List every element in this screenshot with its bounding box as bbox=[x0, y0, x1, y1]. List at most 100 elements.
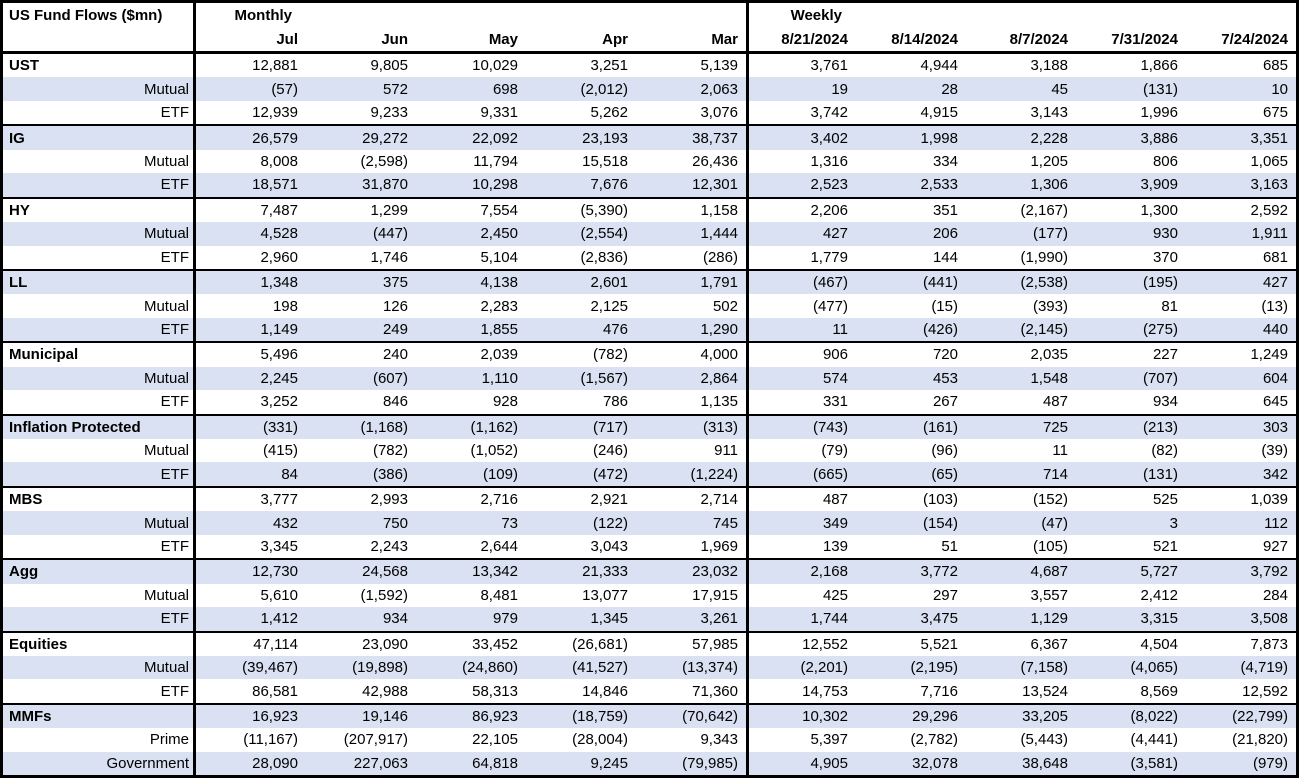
detail-row: Mutual (39,467) (19,898) (24,860) (41,527) (1… bbox=[3, 655, 1296, 680]
value-cell: 2,035 bbox=[1030, 346, 1068, 364]
value-cell: 16,923 bbox=[252, 708, 298, 726]
value-cell: 7,487 bbox=[260, 201, 298, 219]
value-cell: 38,648 bbox=[1022, 754, 1068, 772]
value-cell: (246) bbox=[592, 442, 628, 460]
row-label: Mutual bbox=[3, 655, 196, 680]
value-cell: 1,998 bbox=[920, 129, 958, 147]
value-cell: 9,343 bbox=[700, 731, 738, 749]
value-cell: 227,063 bbox=[353, 754, 408, 772]
value-cell: (393) bbox=[1032, 297, 1068, 315]
value-cell: 1,299 bbox=[370, 201, 408, 219]
value-cell: 1,149 bbox=[260, 321, 298, 339]
value-cell: 2,993 bbox=[370, 491, 408, 509]
value-cell: (161) bbox=[922, 418, 958, 436]
value-cell: 1,969 bbox=[700, 537, 738, 555]
value-cell: (8,022) bbox=[1130, 708, 1178, 726]
value-cell: 453 bbox=[932, 369, 958, 387]
value-cell: 18,571 bbox=[252, 176, 298, 194]
value-cell: 3,043 bbox=[590, 537, 628, 555]
value-cell: 32,078 bbox=[912, 754, 958, 772]
value-cell: 675 bbox=[1262, 104, 1288, 122]
value-cell: 3,351 bbox=[1250, 129, 1288, 147]
value-cell: 487 bbox=[746, 487, 856, 512]
value-cell: 1,306 bbox=[1030, 176, 1068, 194]
value-cell: 1,345 bbox=[590, 610, 628, 628]
detail-row: ETF 12,939 9,233 9,331 5,262 3,076 3,742 4,915 3… bbox=[3, 100, 1296, 125]
row-label: LL bbox=[3, 270, 196, 295]
value-cell: (7,158) bbox=[1020, 659, 1068, 677]
value-cell: (782) bbox=[372, 442, 408, 460]
value-cell: 9,805 bbox=[370, 57, 408, 75]
value-cell: (105) bbox=[1032, 537, 1068, 555]
value-cell: 51 bbox=[941, 537, 958, 555]
row-label: Mutual bbox=[3, 77, 196, 101]
monthly-group-header: Monthly bbox=[234, 6, 293, 24]
value-cell: 139 bbox=[746, 534, 856, 559]
value-cell: 13,077 bbox=[582, 586, 628, 604]
category-row: LL 1,348 375 4,138 2,601 1,791 (467) (441) (2,53… bbox=[3, 268, 1296, 295]
value-cell: 1,300 bbox=[1140, 201, 1178, 219]
value-cell: 331 bbox=[746, 390, 856, 414]
value-cell: 1,205 bbox=[1030, 152, 1068, 170]
value-cell: 5,727 bbox=[1140, 563, 1178, 581]
value-cell: 249 bbox=[382, 321, 408, 339]
value-cell: (131) bbox=[1142, 465, 1178, 483]
value-cell: (2,538) bbox=[1020, 274, 1068, 292]
value-cell: 1,412 bbox=[260, 610, 298, 628]
value-cell: 7,716 bbox=[920, 682, 958, 700]
value-cell: 4,944 bbox=[920, 57, 958, 75]
value-cell: 11,794 bbox=[473, 152, 518, 170]
value-cell: 3 bbox=[1169, 514, 1178, 532]
value-cell: (472) bbox=[592, 465, 628, 483]
column-header: Mar bbox=[711, 30, 738, 48]
value-cell: 521 bbox=[1152, 537, 1178, 555]
value-cell: 13,342 bbox=[472, 563, 518, 581]
value-cell: (331) bbox=[262, 418, 298, 436]
value-cell: (70,642) bbox=[682, 708, 738, 726]
value-cell: 3,792 bbox=[1250, 563, 1288, 581]
value-cell: 84 bbox=[281, 465, 298, 483]
value-cell: 22,092 bbox=[472, 129, 518, 147]
value-cell: 11 bbox=[746, 317, 856, 342]
value-cell: (26,681) bbox=[572, 635, 628, 653]
value-cell: 3,761 bbox=[746, 54, 856, 78]
value-cell: (5,443) bbox=[1020, 731, 1068, 749]
value-cell: 1,444 bbox=[700, 225, 738, 243]
value-cell: 5,262 bbox=[590, 104, 628, 122]
value-cell: 1,110 bbox=[481, 369, 518, 387]
value-cell: (39,467) bbox=[242, 659, 298, 677]
value-cell: 525 bbox=[1152, 491, 1178, 509]
value-cell: 1,135 bbox=[700, 393, 738, 411]
row-label: Prime bbox=[3, 728, 196, 752]
value-cell: (41,527) bbox=[572, 659, 628, 677]
value-cell: 1,249 bbox=[1250, 346, 1288, 364]
value-cell: 12,730 bbox=[252, 563, 298, 581]
value-cell: 10 bbox=[1271, 80, 1288, 98]
value-cell: 4,905 bbox=[746, 751, 856, 775]
value-cell: 685 bbox=[1262, 57, 1288, 75]
row-label: MBS bbox=[3, 487, 196, 512]
value-cell: 28 bbox=[941, 80, 958, 98]
value-cell: (122) bbox=[592, 514, 628, 532]
value-cell: (1,224) bbox=[690, 465, 738, 483]
value-cell: 786 bbox=[602, 393, 628, 411]
value-cell: 440 bbox=[1262, 321, 1288, 339]
row-label: UST bbox=[3, 54, 196, 78]
table-body: UST 12,881 9,805 10,029 3,251 5,139 3,761 4,944… bbox=[3, 54, 1296, 775]
value-cell: 47,114 bbox=[253, 635, 298, 653]
value-cell: 1,158 bbox=[700, 201, 738, 219]
value-cell: (5,390) bbox=[580, 201, 628, 219]
value-cell: (2,195) bbox=[910, 659, 958, 677]
value-cell: 2,960 bbox=[260, 248, 298, 266]
value-cell: 10,302 bbox=[746, 704, 856, 729]
value-cell: 476 bbox=[602, 321, 628, 339]
value-cell: 284 bbox=[1262, 586, 1288, 604]
value-cell: 5,610 bbox=[260, 586, 298, 604]
row-label: ETF bbox=[3, 390, 196, 414]
value-cell: 24,568 bbox=[362, 563, 408, 581]
column-header: Jun bbox=[381, 30, 408, 48]
row-label: Municipal bbox=[3, 343, 196, 367]
value-cell: (275) bbox=[1142, 321, 1178, 339]
value-cell: 425 bbox=[746, 583, 856, 608]
value-cell: 12,301 bbox=[692, 176, 738, 194]
